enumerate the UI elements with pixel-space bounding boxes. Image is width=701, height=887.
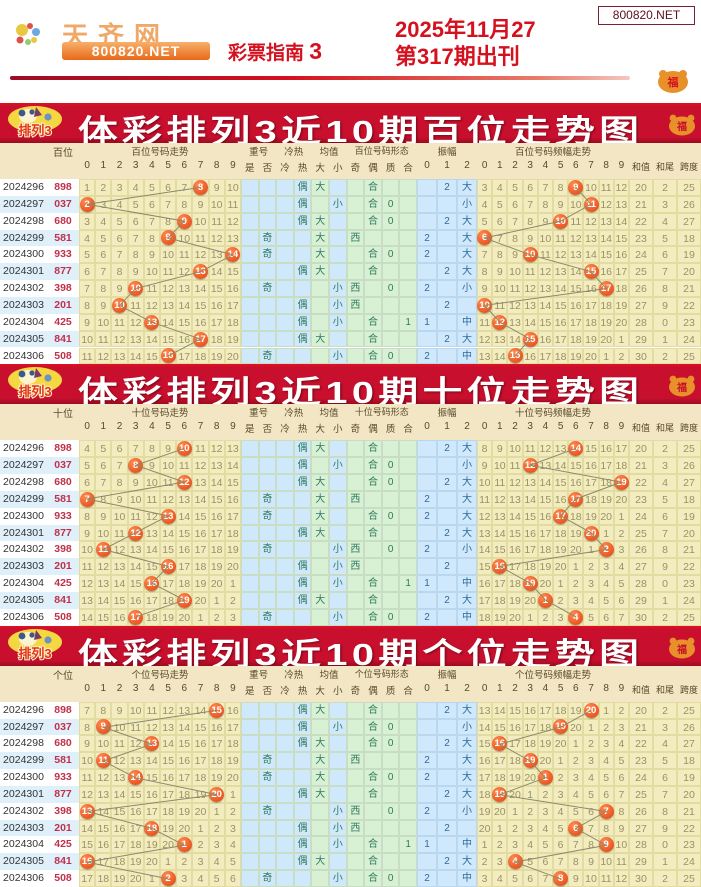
svg-text:福: 福 xyxy=(676,120,687,133)
svg-text:福: 福 xyxy=(667,75,679,89)
svg-text:排列3: 排列3 xyxy=(18,384,51,399)
svg-text:排列3: 排列3 xyxy=(18,646,51,661)
svg-text:排列3: 排列3 xyxy=(18,123,51,138)
svg-text:福: 福 xyxy=(676,381,687,394)
svg-text:福: 福 xyxy=(676,643,687,656)
